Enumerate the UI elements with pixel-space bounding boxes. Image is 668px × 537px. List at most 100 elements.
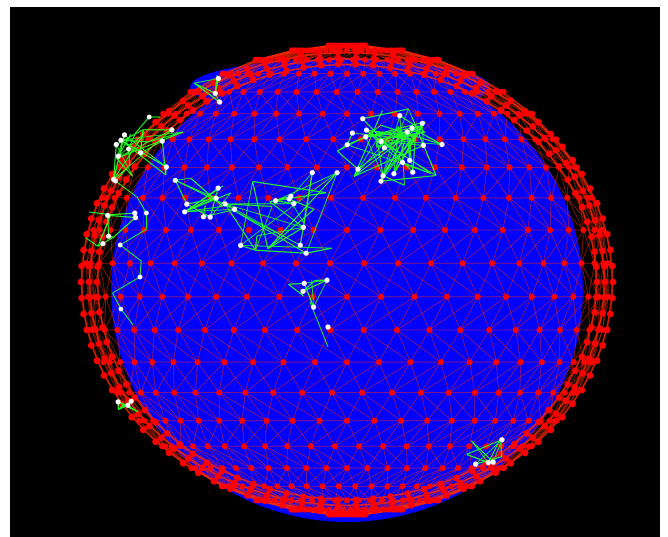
grid-edge bbox=[189, 139, 208, 168]
grid-edge bbox=[435, 73, 451, 93]
grid-edge bbox=[155, 392, 181, 421]
satellite-node bbox=[452, 70, 459, 77]
satellite-node bbox=[364, 465, 371, 472]
satellite-node bbox=[244, 293, 250, 300]
grid-edge bbox=[178, 296, 217, 331]
route-link bbox=[376, 133, 417, 140]
ground-station-node bbox=[309, 170, 315, 176]
grid-edge bbox=[177, 329, 198, 363]
satellite-node bbox=[505, 194, 512, 201]
grid-edge bbox=[336, 91, 348, 114]
route-link bbox=[366, 129, 432, 174]
grid-edge bbox=[358, 445, 388, 469]
satellite-node bbox=[562, 159, 570, 167]
satellite-node bbox=[525, 417, 532, 424]
grid-edge bbox=[402, 467, 443, 487]
grid-edge bbox=[336, 73, 348, 93]
satellite-node bbox=[460, 71, 467, 79]
route-link bbox=[305, 172, 338, 254]
ground-station-node bbox=[378, 178, 384, 184]
grid-edge bbox=[381, 486, 403, 501]
grid-edge bbox=[380, 263, 399, 297]
grid-edge bbox=[367, 446, 384, 469]
satellite-node bbox=[352, 60, 360, 68]
grid-edge bbox=[420, 361, 470, 393]
grid-edge bbox=[316, 91, 348, 115]
ground-station-node bbox=[409, 125, 415, 131]
grid-edge bbox=[142, 167, 165, 199]
satellite-node bbox=[394, 88, 401, 95]
grid-edge bbox=[410, 329, 430, 363]
grid-edge bbox=[207, 446, 223, 469]
grid-edge bbox=[564, 229, 569, 264]
route-link bbox=[365, 124, 382, 138]
globe-network-scene[interactable] bbox=[10, 7, 660, 537]
render-viewport[interactable] bbox=[10, 7, 660, 537]
route-link bbox=[184, 205, 223, 213]
grid-edge bbox=[295, 263, 314, 297]
grid-edge bbox=[358, 446, 368, 469]
satellite-node bbox=[284, 164, 291, 171]
grid-edge bbox=[275, 113, 280, 140]
satellite-node bbox=[484, 164, 490, 171]
route-link bbox=[382, 175, 405, 186]
satellite-node bbox=[218, 467, 226, 475]
satellite-node bbox=[235, 70, 242, 77]
grid-edge bbox=[296, 73, 300, 92]
satellite-node bbox=[497, 106, 505, 114]
grid-edge bbox=[264, 445, 307, 469]
grid-edge bbox=[154, 296, 189, 331]
grid-edge bbox=[450, 91, 461, 114]
grid-edge bbox=[126, 167, 135, 198]
grid-edge bbox=[173, 392, 220, 422]
grid-edge bbox=[306, 50, 326, 61]
grid-edge bbox=[477, 113, 486, 140]
satellite-node bbox=[244, 491, 251, 499]
satellite-node bbox=[368, 483, 375, 490]
satellite-node bbox=[538, 359, 545, 366]
grid-edge bbox=[414, 139, 436, 168]
ground-station-node bbox=[172, 177, 178, 183]
satellite-node bbox=[440, 70, 447, 78]
grid-edge bbox=[279, 296, 298, 331]
ground-station-node bbox=[217, 99, 223, 105]
grid-edge bbox=[330, 329, 348, 363]
grid-edge bbox=[406, 445, 430, 469]
satellite-node bbox=[388, 58, 396, 65]
grid-edge bbox=[539, 296, 574, 331]
grid-edge bbox=[180, 420, 208, 447]
satellite-node bbox=[551, 293, 558, 300]
ground-station-node bbox=[125, 402, 131, 408]
grid-edge bbox=[313, 197, 332, 231]
satellite-node bbox=[425, 59, 433, 67]
route-link bbox=[487, 437, 502, 463]
grid-edge bbox=[219, 420, 245, 447]
ground-station-node bbox=[363, 134, 369, 140]
satellite-node bbox=[331, 443, 338, 450]
satellite-node bbox=[541, 134, 548, 142]
satellite-node bbox=[83, 326, 91, 334]
grid-edge bbox=[528, 392, 554, 421]
grid-edge bbox=[264, 329, 284, 363]
ground-station-node bbox=[300, 288, 306, 294]
ground-station-node bbox=[105, 212, 111, 218]
satellite-node bbox=[152, 418, 159, 426]
grid-edge bbox=[486, 167, 510, 199]
grid-edge bbox=[164, 139, 173, 168]
satellite-node bbox=[344, 497, 350, 504]
satellite-node bbox=[220, 483, 227, 490]
satellite-node bbox=[93, 278, 101, 286]
grid-edge bbox=[346, 197, 364, 231]
satellite-node bbox=[194, 87, 202, 95]
grid-edge bbox=[230, 113, 235, 140]
satellite-node bbox=[111, 194, 118, 201]
grid-edge bbox=[174, 229, 192, 264]
satellite-node bbox=[569, 400, 576, 408]
grid-edge bbox=[457, 446, 470, 469]
satellite-node bbox=[459, 260, 466, 267]
satellite-node bbox=[578, 204, 586, 211]
satellite-node bbox=[599, 247, 606, 255]
grid-edge bbox=[204, 329, 225, 363]
ground-station-node bbox=[273, 198, 279, 204]
route-link bbox=[311, 279, 314, 308]
